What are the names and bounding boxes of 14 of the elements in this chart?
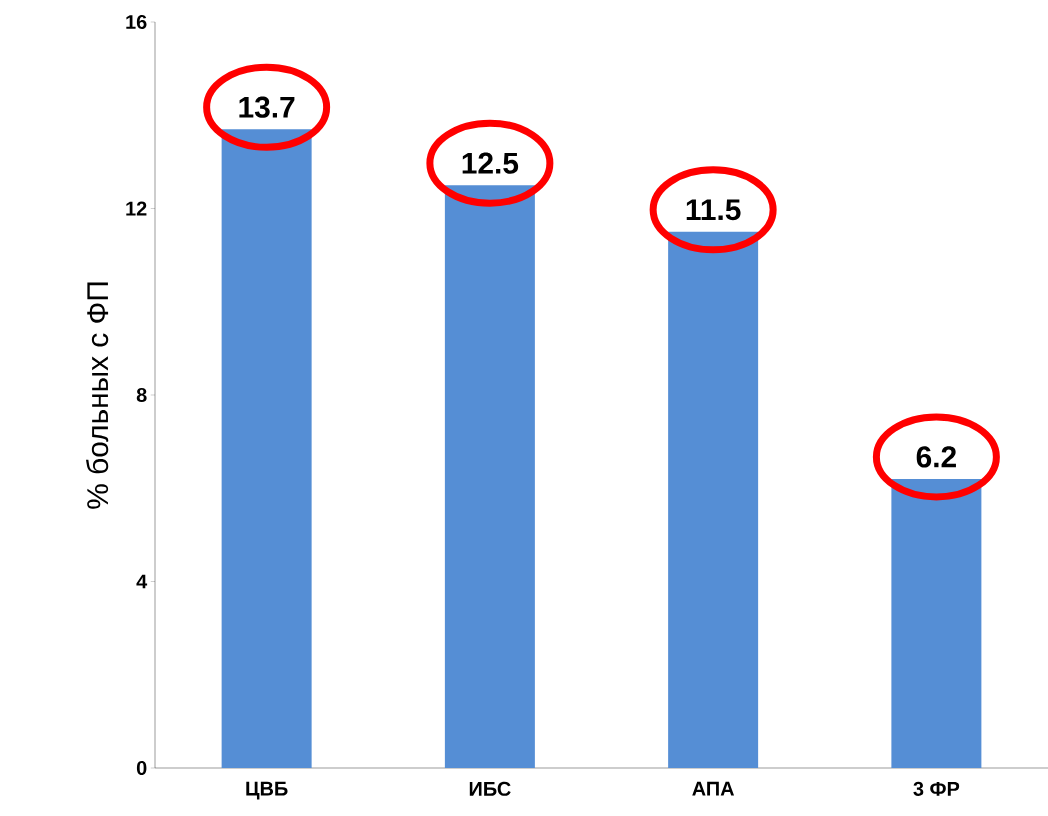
y-tick-label: 0	[136, 760, 147, 776]
y-tick-label: 4	[136, 574, 148, 589]
y-tick-label: 16	[126, 14, 147, 30]
data-label: 12.5	[462, 152, 519, 174]
x-tick-label: 3 ФР	[913, 781, 960, 796]
y-tick-label: 8	[136, 387, 147, 403]
x-tick-label: ЦВБ	[246, 781, 288, 800]
y-axis-title: % больных с ФП	[86, 282, 109, 509]
data-label: 13.7	[239, 96, 295, 118]
data-label: 6.2	[916, 446, 956, 468]
y-tick-label: 12	[126, 201, 147, 216]
x-tick-label: АПА	[692, 781, 735, 796]
data-label: 11.5	[686, 199, 741, 221]
x-tick-label: ИБС	[469, 781, 511, 796]
